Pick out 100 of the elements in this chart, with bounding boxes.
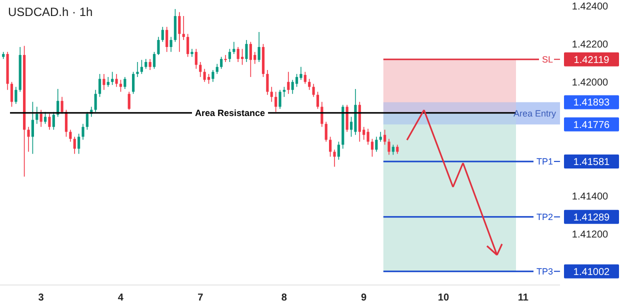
candlestick [14, 86, 18, 104]
candlestick [136, 62, 139, 78]
candlestick [194, 48, 198, 70]
candlestick [220, 56, 223, 70]
candlestick [228, 48, 231, 62]
candlestick [282, 86, 286, 98]
candlestick [115, 74, 118, 88]
band-label: Area Entry [513, 108, 556, 118]
x-tick-label: 11 [518, 292, 529, 304]
candlestick [174, 8, 177, 42]
candlestick [304, 71, 306, 84]
candlestick [82, 123, 84, 140]
candlestick [52, 112, 55, 130]
ref-line-label: TP1 [536, 156, 553, 167]
candlestick [170, 36, 172, 52]
text: 1.41002 [573, 266, 610, 278]
candlestick [73, 136, 76, 154]
ref-line-label: TP2 [536, 212, 553, 222]
text: 1.41289 [573, 212, 610, 224]
candlestick [86, 112, 88, 130]
candlestick [190, 48, 194, 58]
ref-line-label: TP3 [536, 266, 553, 276]
candlestick [329, 136, 332, 158]
candlestick [375, 136, 378, 152]
text: 1.41581 [573, 156, 610, 168]
x-tick-label: 10 [438, 292, 450, 304]
candlestick [132, 71, 135, 94]
candlestick [207, 74, 210, 84]
candlestick [161, 26, 164, 42]
text: 1.41776 [573, 120, 610, 131]
candlestick [245, 40, 248, 62]
y-tick-label: 1.41400 [572, 191, 609, 202]
candlestick [300, 66, 302, 80]
candlestick [144, 58, 148, 70]
candlestick [266, 70, 269, 96]
candlestick [366, 128, 370, 146]
candlestick [392, 144, 394, 156]
x-tick-label: 9 [361, 292, 368, 304]
y-tick-label: 1.41200 [572, 229, 609, 240]
candlestick [278, 89, 282, 110]
candlestick [48, 113, 51, 130]
candlestick [148, 58, 152, 70]
y-tick-label: 1.42200 [572, 39, 609, 50]
candlestick [333, 149, 336, 168]
candlestick [240, 48, 244, 66]
candlestick [199, 62, 202, 78]
candlestick [40, 109, 42, 128]
candlestick [316, 91, 320, 110]
candlestick [98, 74, 102, 98]
chart-title: USDCAD.h · 1h [8, 5, 93, 19]
candlestick [379, 131, 382, 142]
candlestick [258, 32, 260, 62]
x-tick-label: 7 [198, 292, 204, 304]
candlestick [383, 129, 386, 146]
candlestick [337, 141, 340, 160]
candlestick [203, 68, 206, 82]
candlestick [157, 36, 160, 56]
candlestick [388, 138, 390, 156]
candlestick [291, 79, 294, 94]
candlestick [308, 78, 311, 90]
ref-line-label: Area Resistance [194, 108, 266, 118]
candlestick [60, 96, 64, 114]
candlestick [140, 60, 143, 74]
candlestick [295, 74, 298, 88]
text: 1.42119 [574, 54, 610, 66]
candlestick [106, 76, 110, 88]
ref-line-label: SL [542, 54, 553, 64]
candlestick [152, 52, 156, 70]
candlestick [224, 54, 227, 62]
candlestick [10, 82, 14, 108]
candlestick [31, 101, 34, 154]
candlestick [249, 41, 252, 78]
x-tick-label: 4 [118, 292, 124, 304]
candlestick [124, 76, 126, 90]
candlestick [178, 12, 181, 52]
candlestick [94, 89, 97, 112]
x-tick-label: 3 [38, 292, 44, 304]
candlestick [166, 26, 168, 52]
candlestick [182, 16, 185, 40]
y-tick-label: 1.42400 [572, 2, 609, 12]
candlestick [287, 71, 290, 94]
candlestick [102, 74, 106, 90]
candlestick [78, 133, 80, 154]
candlestick [212, 70, 214, 82]
y-tick-label: 1.42000 [572, 77, 609, 88]
candlestick [236, 46, 240, 62]
candlestick [324, 121, 328, 142]
candlestick [270, 86, 273, 102]
candlestick [232, 41, 236, 54]
candlestick [27, 126, 30, 152]
candlestick [216, 63, 218, 74]
candlestick [186, 34, 190, 58]
candlestick [128, 91, 130, 110]
candlestick [396, 144, 399, 154]
candlestick [274, 91, 278, 112]
candlestick [370, 138, 374, 158]
text: 1.41893 [573, 98, 610, 109]
candlestick [36, 106, 38, 124]
candlestick [119, 79, 122, 92]
candlestick [111, 71, 114, 86]
